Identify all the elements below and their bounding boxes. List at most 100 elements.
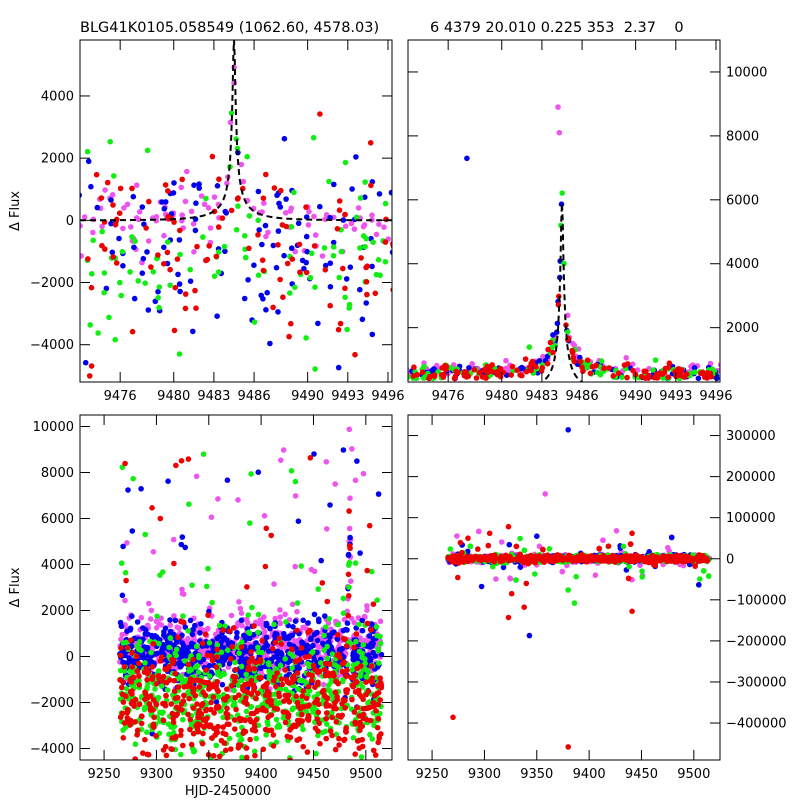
bottom-left-ytick-label: 2000	[41, 604, 74, 619]
bottom-left-point	[136, 646, 142, 652]
top-left-point	[90, 229, 96, 236]
top-left-point	[244, 153, 250, 160]
bottom-left-point	[346, 593, 352, 599]
bottom-left-point	[327, 502, 333, 508]
top-left-xtick-label: 9483	[197, 389, 230, 404]
bottom-left-point	[237, 605, 244, 612]
bottom-left-point	[375, 739, 382, 746]
bottom-left-point	[306, 644, 313, 651]
top-left-point	[99, 242, 105, 249]
bottom-left-point	[312, 699, 318, 706]
bottom-left-point	[173, 462, 179, 469]
bottom-left-point	[128, 774, 134, 780]
bottom-left-point	[188, 667, 195, 673]
bottom-left-point	[247, 716, 253, 723]
bottom-left-point	[167, 677, 173, 683]
top-left-point	[319, 253, 326, 259]
bottom-left-point	[118, 623, 125, 630]
top-right-point	[503, 357, 509, 364]
top-left-point	[288, 320, 294, 327]
bottom-left-point	[184, 683, 191, 690]
bottom-left-point	[349, 446, 355, 452]
bottom-left-point	[272, 615, 279, 622]
top-left-point	[275, 309, 281, 315]
top-right-xtick-label: 9483	[525, 389, 558, 404]
top-left-point	[214, 183, 221, 189]
bottom-right-point	[696, 582, 702, 588]
bottom-left-point	[223, 747, 229, 754]
bottom-left-point	[220, 696, 227, 702]
bottom-left-point	[149, 673, 156, 680]
top-left-point	[99, 228, 105, 235]
bottom-left-point	[317, 740, 323, 747]
bottom-left-point	[118, 645, 124, 651]
bottom-left-point	[364, 620, 371, 627]
top-left-point	[376, 221, 382, 228]
bottom-left-point	[194, 701, 200, 707]
top-right-point	[489, 362, 495, 368]
bottom-left-point	[314, 716, 321, 722]
bottom-left-point	[162, 625, 169, 631]
bottom-left-point	[197, 630, 203, 636]
bottom-left-point	[205, 612, 211, 618]
bottom-left-point	[332, 689, 339, 695]
bottom-left-point	[374, 690, 380, 697]
bottom-left-point	[356, 648, 363, 655]
bottom-left-point	[276, 690, 282, 697]
top-left-point	[113, 260, 120, 266]
bottom-left-point	[208, 699, 214, 706]
top-right-point	[497, 365, 504, 372]
bottom-left-point	[298, 645, 305, 651]
bottom-left-point	[123, 639, 129, 646]
top-right-point	[587, 370, 594, 377]
bottom-left-point	[213, 742, 220, 749]
bottom-left-point	[345, 551, 352, 558]
bottom-right-plot-area	[445, 427, 713, 750]
bottom-left-point	[188, 741, 195, 748]
bottom-right-point	[506, 541, 513, 548]
bottom-left-point	[214, 635, 220, 642]
top-left-point	[246, 213, 253, 219]
bottom-left-point	[206, 673, 213, 679]
bottom-left-point	[327, 634, 333, 640]
bottom-left-point	[344, 667, 350, 674]
bottom-left-point	[341, 659, 348, 665]
bottom-left-point	[282, 692, 289, 699]
top-left-point	[260, 195, 267, 201]
bottom-left-point	[119, 592, 126, 599]
top-left-point	[259, 257, 266, 264]
top-left-point	[273, 264, 280, 271]
top-left-point	[327, 302, 334, 309]
top-left-point	[390, 287, 392, 293]
top-left-point	[176, 281, 183, 287]
bottom-left-point	[189, 631, 196, 638]
bottom-left-point	[255, 629, 261, 636]
top-left-point	[167, 282, 173, 289]
bottom-left-point	[305, 713, 312, 719]
bottom-left-point	[186, 695, 192, 702]
bottom-left-point	[322, 613, 328, 619]
bottom-left-point	[248, 710, 255, 717]
bottom-left-point	[299, 693, 306, 699]
top-left-point	[270, 242, 277, 249]
top-right-point	[570, 354, 577, 361]
bottom-left-ylabel: Δ Flux	[8, 567, 23, 607]
bottom-left-point	[265, 714, 271, 721]
bottom-left-point	[294, 737, 301, 743]
top-right-point	[497, 373, 504, 380]
bottom-left-point	[358, 663, 364, 669]
top-left-point	[175, 271, 181, 278]
top-right-point	[555, 104, 561, 110]
bottom-left-xtick-label: 9450	[297, 767, 330, 782]
bottom-left-point	[226, 628, 233, 634]
top-left-point	[369, 331, 376, 338]
top-left-point	[170, 190, 177, 196]
bottom-left-point	[160, 717, 167, 724]
top-left-point	[143, 225, 149, 231]
bottom-right-point	[592, 572, 599, 578]
bottom-left-point	[345, 571, 352, 578]
bottom-left-point	[144, 684, 150, 691]
bottom-left-point	[266, 693, 272, 700]
bottom-left-point	[315, 691, 321, 697]
top-left-point	[117, 185, 124, 192]
